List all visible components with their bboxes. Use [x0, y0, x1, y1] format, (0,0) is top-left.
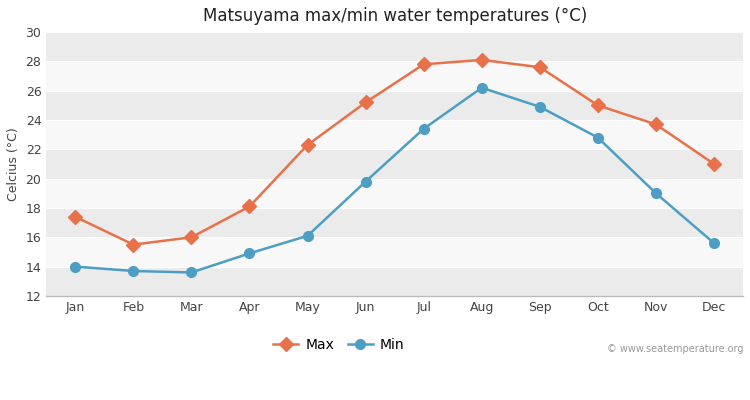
- Min: [303, 234, 312, 238]
- Max: [187, 235, 196, 240]
- Line: Max: Max: [70, 55, 719, 250]
- Min: [652, 191, 661, 196]
- Max: [419, 62, 428, 67]
- Max: [593, 103, 602, 108]
- Bar: [46, 120, 743, 149]
- Min: [419, 126, 428, 131]
- Max: [70, 214, 80, 219]
- Title: Matsuyama max/min water temperatures (°C): Matsuyama max/min water temperatures (°C…: [202, 7, 586, 25]
- Line: Min: Min: [70, 83, 719, 277]
- Min: [187, 270, 196, 275]
- Min: [129, 268, 138, 273]
- Max: [361, 100, 370, 105]
- Min: [593, 135, 602, 140]
- Min: [536, 104, 544, 109]
- Bar: [46, 91, 743, 120]
- Min: [477, 85, 486, 90]
- Bar: [46, 61, 743, 91]
- Y-axis label: Celcius (°C): Celcius (°C): [7, 127, 20, 201]
- Max: [652, 122, 661, 127]
- Text: © www.seatemperature.org: © www.seatemperature.org: [607, 344, 743, 354]
- Min: [710, 241, 718, 246]
- Max: [710, 162, 718, 166]
- Bar: [46, 32, 743, 61]
- Max: [477, 58, 486, 62]
- Min: [361, 179, 370, 184]
- Min: [245, 251, 254, 256]
- Max: [536, 65, 544, 70]
- Bar: [46, 149, 743, 179]
- Bar: [46, 179, 743, 208]
- Bar: [46, 267, 743, 296]
- Max: [129, 242, 138, 247]
- Min: [70, 264, 80, 269]
- Bar: [46, 208, 743, 237]
- Max: [245, 204, 254, 209]
- Legend: Max, Min: Max, Min: [268, 332, 410, 358]
- Max: [303, 142, 312, 147]
- Bar: [46, 237, 743, 267]
